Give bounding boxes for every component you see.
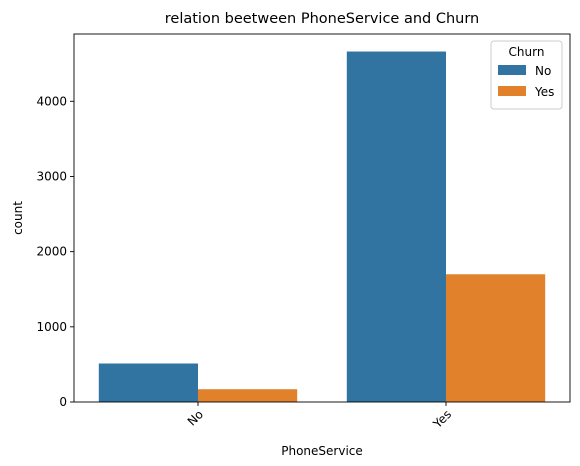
bar-no-yes — [198, 389, 298, 402]
legend-swatch-yes — [498, 86, 526, 96]
y-tick-label: 2000 — [36, 245, 67, 259]
bar-yes-yes — [446, 274, 546, 402]
bar-yes-no — [346, 51, 446, 402]
chart-title: relation beetween PhoneService and Churn — [165, 11, 480, 27]
y-axis-label: count — [11, 201, 25, 235]
y-tick-label: 3000 — [36, 169, 67, 183]
y-tick-label: 0 — [59, 395, 67, 409]
legend: Churn No Yes — [490, 40, 563, 110]
legend-label-no: No — [535, 64, 551, 78]
x-tick-label: Yes — [430, 407, 454, 431]
y-tick-label: 1000 — [36, 320, 67, 334]
legend-title: Churn — [509, 45, 545, 59]
bar-no-no — [98, 363, 198, 402]
x-tick-label: No — [185, 407, 206, 428]
bars — [98, 51, 546, 402]
plot-frame — [73, 33, 571, 403]
y-tick-label: 4000 — [36, 94, 67, 108]
legend-swatch-no — [498, 65, 526, 75]
x-axis: No Yes — [185, 402, 454, 432]
y-axis: 0 1000 2000 3000 4000 — [36, 94, 74, 409]
x-axis-label: PhoneService — [281, 444, 363, 458]
legend-label-yes: Yes — [534, 85, 554, 99]
